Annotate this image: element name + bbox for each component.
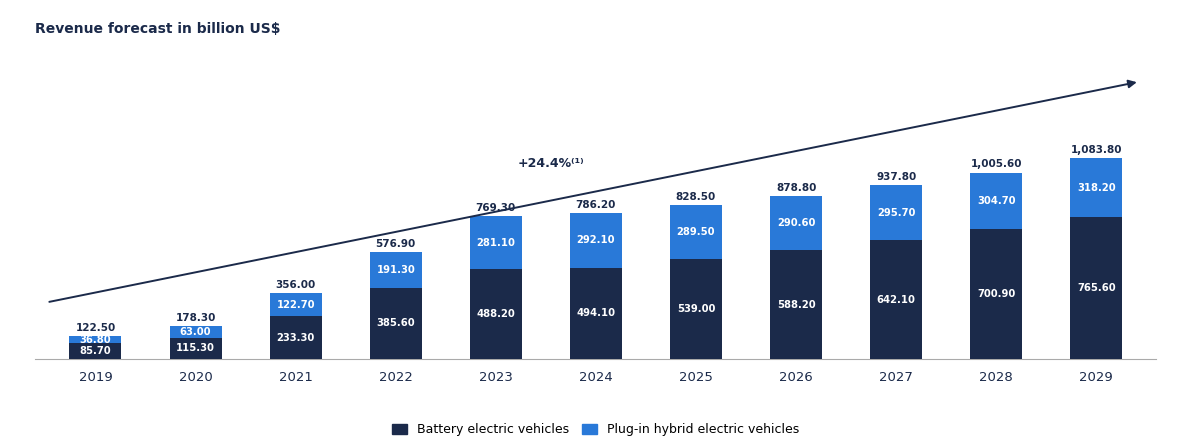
Bar: [870, 185, 923, 240]
Bar: [970, 229, 1022, 359]
Text: 281.10: 281.10: [477, 237, 516, 247]
Text: 63.00: 63.00: [179, 327, 211, 337]
Bar: [970, 173, 1022, 229]
Bar: [771, 250, 822, 359]
Text: 494.10: 494.10: [576, 308, 616, 318]
Text: 786.20: 786.20: [576, 200, 616, 210]
Text: 385.60: 385.60: [376, 318, 415, 328]
Legend: Battery electric vehicles, Plug-in hybrid electric vehicles: Battery electric vehicles, Plug-in hybri…: [387, 418, 805, 438]
Bar: [269, 316, 322, 359]
Text: 769.30: 769.30: [476, 203, 516, 213]
Bar: [771, 196, 822, 250]
Bar: [70, 343, 122, 359]
Text: 488.20: 488.20: [477, 309, 516, 319]
Text: 642.10: 642.10: [877, 295, 916, 304]
Bar: [1070, 158, 1122, 217]
Text: 36.80: 36.80: [79, 335, 111, 345]
Text: 191.30: 191.30: [376, 265, 415, 275]
Text: 937.80: 937.80: [876, 172, 917, 182]
Text: 295.70: 295.70: [877, 208, 916, 218]
Bar: [470, 216, 522, 268]
Bar: [1070, 217, 1122, 359]
Text: 178.30: 178.30: [176, 313, 216, 323]
Text: 700.90: 700.90: [977, 289, 1015, 299]
Text: 122.50: 122.50: [76, 323, 116, 333]
Text: 290.60: 290.60: [776, 218, 815, 228]
Text: Revenue forecast in billion US$: Revenue forecast in billion US$: [35, 22, 281, 35]
Text: 122.70: 122.70: [276, 300, 315, 310]
Bar: [570, 268, 622, 359]
Text: 318.20: 318.20: [1077, 183, 1115, 193]
Text: 233.30: 233.30: [276, 332, 315, 343]
Bar: [670, 205, 722, 259]
Text: 1,083.80: 1,083.80: [1070, 145, 1122, 155]
Bar: [369, 252, 421, 288]
Bar: [570, 213, 622, 268]
Text: 765.60: 765.60: [1077, 283, 1115, 293]
Bar: [870, 240, 923, 359]
Text: 289.50: 289.50: [677, 227, 715, 237]
Bar: [670, 259, 722, 359]
Text: 878.80: 878.80: [776, 183, 817, 193]
Text: 576.90: 576.90: [375, 239, 415, 249]
Text: 1,005.60: 1,005.60: [970, 159, 1022, 169]
Text: 292.10: 292.10: [577, 235, 615, 245]
Text: 828.50: 828.50: [676, 192, 716, 202]
Bar: [70, 336, 122, 343]
Text: 85.70: 85.70: [79, 346, 111, 356]
Text: 304.70: 304.70: [977, 196, 1016, 206]
Bar: [470, 268, 522, 359]
Text: +24.4%⁽¹⁾: +24.4%⁽¹⁾: [517, 157, 584, 170]
Text: 356.00: 356.00: [275, 280, 316, 290]
Text: 115.30: 115.30: [176, 343, 215, 353]
Text: 588.20: 588.20: [776, 300, 815, 310]
Text: 539.00: 539.00: [677, 304, 715, 314]
Bar: [269, 293, 322, 316]
Bar: [369, 288, 421, 359]
Bar: [170, 326, 222, 338]
Bar: [170, 338, 222, 359]
